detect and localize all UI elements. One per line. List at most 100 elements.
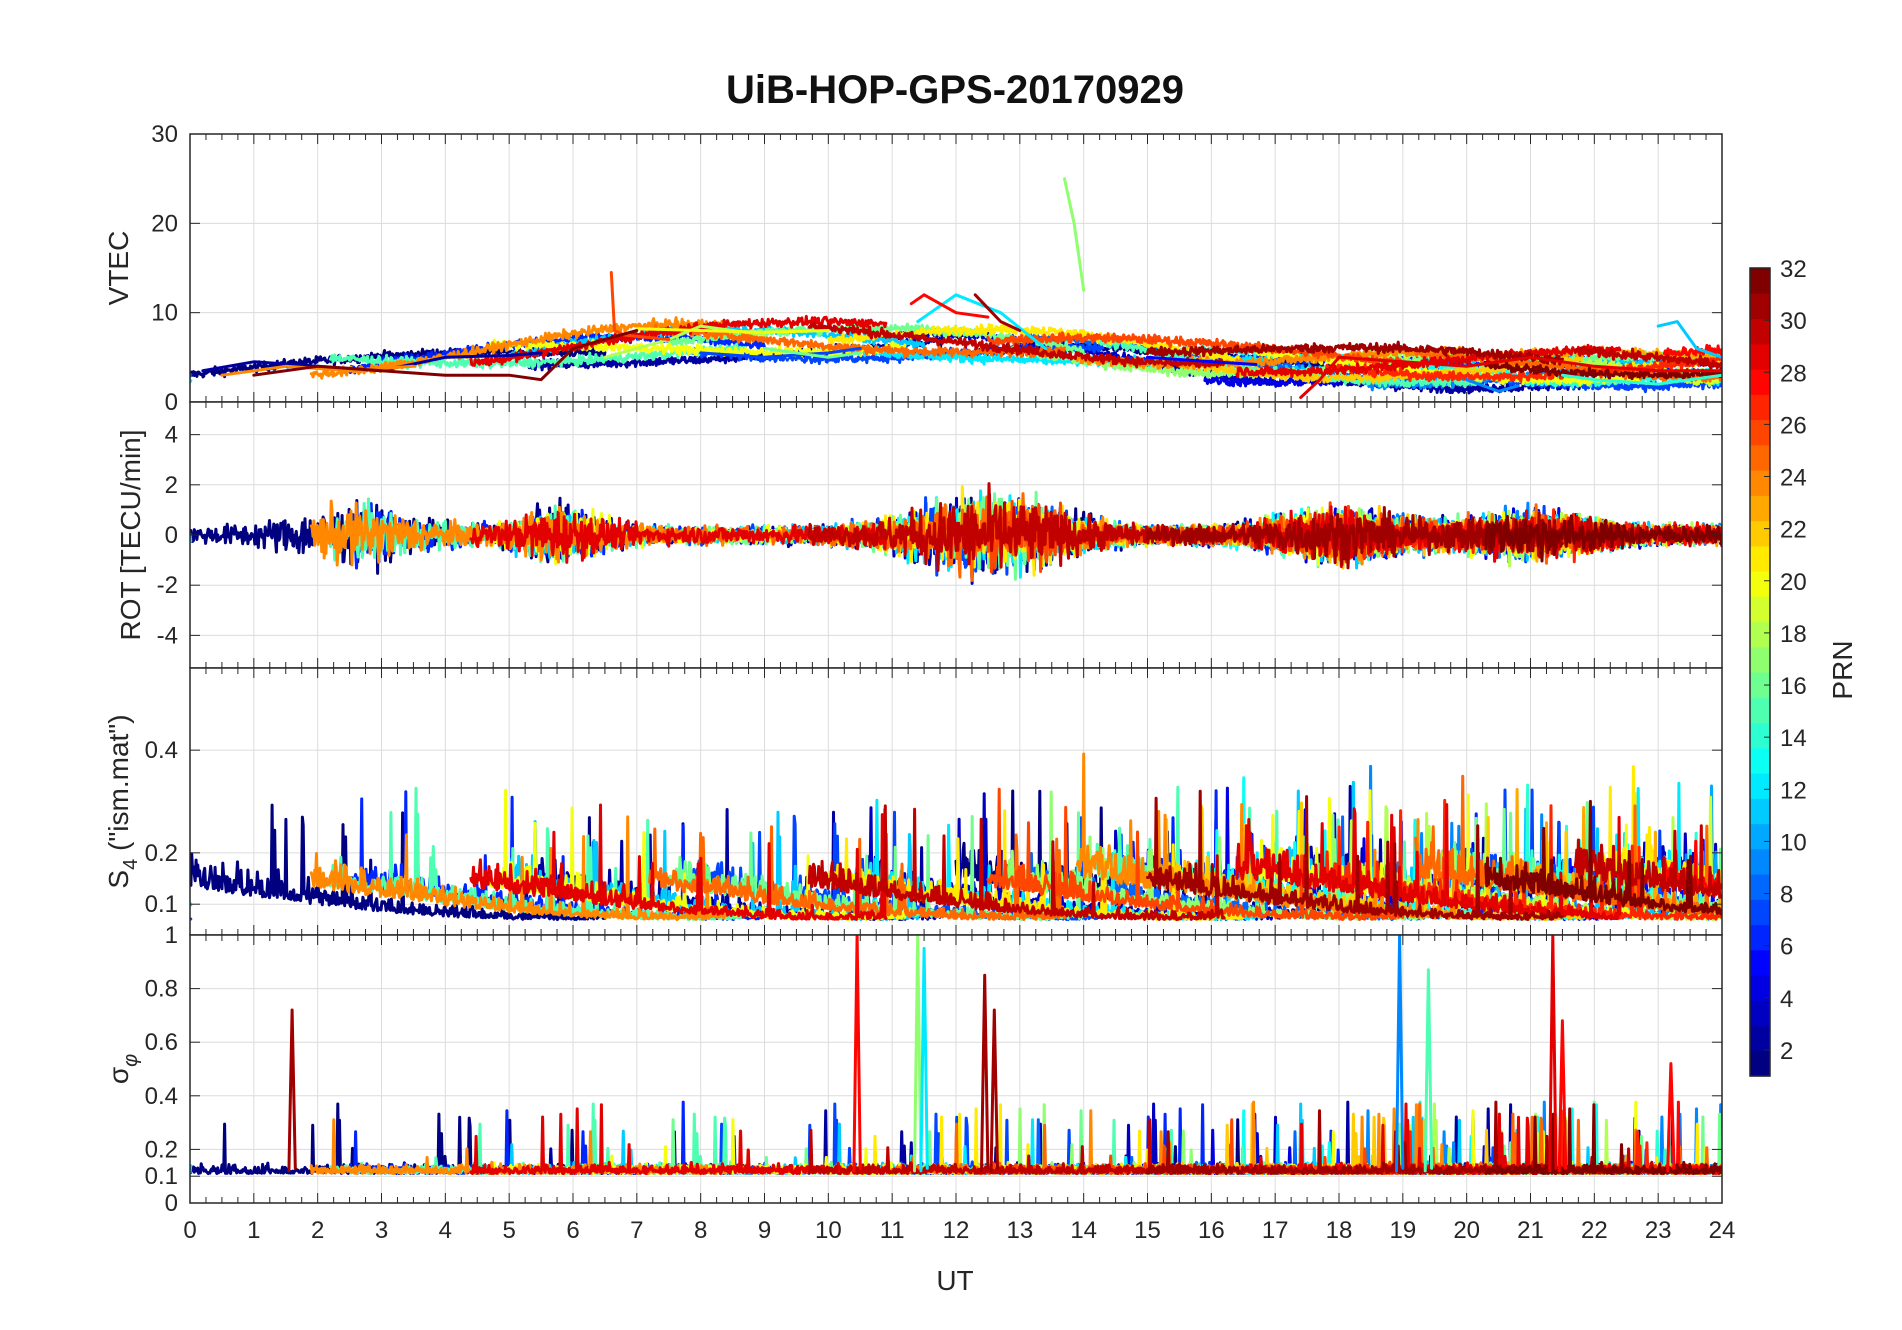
colorbar-swatch	[1750, 1050, 1770, 1077]
colorbar-swatch	[1750, 318, 1770, 345]
y-axis-label-main: S	[103, 870, 134, 889]
y-axis-label: ROT [TECU/min]	[115, 429, 146, 640]
trace-prn-29	[1235, 803, 1622, 921]
colorbar-swatch	[1750, 1025, 1770, 1052]
y-tick-label: 30	[151, 121, 178, 148]
series-prn-5	[1146, 355, 1258, 366]
colorbar-tick-label: 2	[1780, 1038, 1793, 1065]
series-prn-26	[609, 271, 671, 341]
colorbar-tick-label: 18	[1780, 621, 1807, 648]
colorbar-swatch	[1750, 470, 1770, 496]
colorbar-tick-label: 20	[1780, 569, 1807, 596]
spike-prn-29	[1548, 935, 1558, 1173]
x-tick-label: 1	[247, 1217, 260, 1244]
trace-prn-31	[1146, 1100, 1564, 1175]
colorbar-tick-label: 22	[1780, 517, 1807, 544]
y-tick-label: 10	[151, 300, 178, 327]
x-tick-label: 6	[566, 1217, 579, 1244]
series-prn-29	[1299, 355, 1722, 399]
trace-prn-29	[469, 511, 888, 564]
series-prn-31	[973, 293, 1022, 332]
trace-prn-1	[190, 803, 607, 922]
series-prn-24	[220, 364, 415, 377]
colorbar-tick-label: 30	[1780, 308, 1807, 335]
trace-prn-30	[807, 321, 1226, 369]
colorbar-swatch	[1750, 621, 1770, 648]
series-prn-14	[1560, 373, 1722, 386]
colorbar-swatch	[1750, 697, 1770, 724]
colorbar-frame	[1749, 267, 1771, 1077]
spike-prn-28	[852, 935, 862, 1173]
y-tick-label: 0.8	[145, 976, 178, 1003]
trace-prn-31	[1146, 340, 1564, 366]
colorbar-tick-label: 24	[1780, 465, 1807, 492]
y-tick-label: 0.2	[145, 840, 178, 867]
y-axis-label-main: σ	[103, 1067, 134, 1084]
colorbar-swatch	[1750, 343, 1770, 370]
colorbar-swatch	[1750, 520, 1770, 547]
series-prn-7	[699, 346, 862, 359]
series-prn-9	[1465, 378, 1520, 393]
series-prn-17	[1063, 177, 1086, 292]
spike-prn-9	[1395, 935, 1405, 1173]
y-tick-label: -2	[157, 572, 178, 599]
trace-prn-2	[526, 335, 945, 372]
series-prn-12	[916, 293, 1047, 350]
spike-prn-31	[287, 1008, 297, 1173]
colorbar-swatch	[1750, 949, 1770, 976]
colorbar-swatch	[1750, 394, 1770, 421]
colorbar-tick-label: 28	[1780, 360, 1807, 387]
panel-3: 0.10.20.4S4 ("ism.mat")	[103, 667, 1723, 936]
colorbar-swatch	[1750, 975, 1770, 1001]
spike-prn-12	[919, 946, 929, 1173]
colorbar-swatch	[1750, 419, 1770, 446]
y-tick-label: 2	[165, 472, 178, 499]
colorbar-swatch	[1750, 596, 1770, 623]
y-tick-label: 0.2	[145, 1136, 178, 1163]
x-tick-label: 21	[1517, 1217, 1544, 1244]
trace-prn-26	[986, 787, 1405, 921]
colorbar-tick-label: 14	[1780, 725, 1807, 752]
colorbar-swatch	[1750, 874, 1770, 900]
y-tick-label: -4	[157, 622, 178, 649]
y-axis-label: S4 ("ism.mat")	[103, 714, 142, 888]
traces	[190, 752, 1722, 922]
y-axis-label-suffix: ("ism.mat")	[103, 714, 134, 858]
spike-prn-31	[980, 973, 990, 1173]
x-tick-label: 20	[1453, 1217, 1480, 1244]
x-tick-label: 8	[694, 1217, 707, 1244]
y-axis-label-sub: φ	[120, 1054, 142, 1067]
colorbar-swatch	[1750, 823, 1770, 850]
spike-prn-15	[1423, 968, 1434, 1173]
x-tick-label: 12	[943, 1217, 970, 1244]
colorbar-tick-label: 26	[1780, 412, 1807, 439]
y-tick-label: 0.4	[145, 1083, 178, 1110]
x-tick-label: 3	[375, 1217, 388, 1244]
colorbar-swatch	[1750, 1000, 1770, 1027]
x-tick-label: 19	[1389, 1217, 1416, 1244]
spike-prn-31	[989, 1008, 999, 1173]
x-tick-label: 17	[1262, 1217, 1289, 1244]
colorbar-swatch	[1750, 545, 1770, 572]
colorbar-tick-label: 6	[1780, 934, 1793, 961]
x-tick-label: 5	[502, 1217, 515, 1244]
x-tick-label: 16	[1198, 1217, 1225, 1244]
colorbar-tick-label: 12	[1780, 777, 1807, 804]
colorbar-swatch	[1750, 722, 1770, 749]
series-prn-11	[1656, 320, 1722, 359]
x-tick-label: 2	[311, 1217, 324, 1244]
colorbar-swatch	[1750, 495, 1770, 522]
colorbar-tick-label: 10	[1780, 829, 1807, 856]
x-tick-label: 13	[1006, 1217, 1033, 1244]
colorbar-swatch	[1750, 571, 1770, 597]
colorbar-swatch	[1750, 924, 1770, 951]
series-prn-16	[763, 346, 862, 359]
colorbar-swatch	[1750, 268, 1770, 294]
y-axis-label: σφ	[103, 1054, 142, 1084]
x-tick-label: 4	[439, 1217, 452, 1244]
y-tick-label: 0.1	[145, 891, 178, 918]
y-tick-label: 0	[165, 389, 178, 416]
spike-prn-28	[1666, 1062, 1676, 1173]
trace-prn-24	[309, 815, 728, 922]
